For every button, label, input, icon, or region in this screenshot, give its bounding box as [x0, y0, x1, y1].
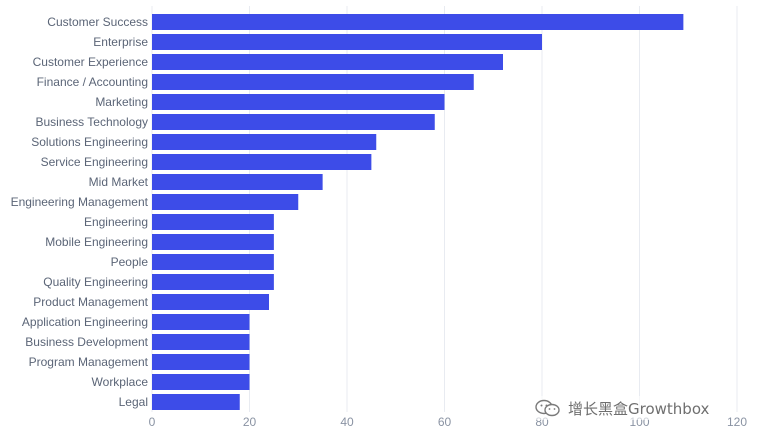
category-label: Engineering	[84, 215, 148, 229]
category-label: Service Engineering	[41, 155, 148, 169]
category-label: Mid Market	[89, 175, 149, 189]
category-label: Quality Engineering	[43, 275, 148, 289]
bar	[152, 374, 250, 390]
bar	[152, 214, 274, 230]
bar	[152, 234, 274, 250]
bar	[152, 254, 274, 270]
bar	[152, 394, 240, 410]
category-label: Business Development	[25, 335, 148, 349]
bar	[152, 74, 474, 90]
watermark: 增长黑盒Growthbox	[532, 396, 712, 420]
bar	[152, 134, 377, 150]
bar	[152, 174, 323, 190]
category-label: Application Engineering	[22, 315, 148, 329]
x-tick-label: 20	[243, 415, 257, 429]
wechat-icon	[535, 399, 560, 417]
bar	[152, 274, 274, 290]
category-label: Marketing	[95, 95, 148, 109]
category-label: Business Technology	[35, 115, 148, 129]
chart-category-labels: Customer Success Enterprise Customer Exper…	[11, 15, 149, 409]
bar	[152, 314, 250, 330]
category-label: Customer Success	[47, 15, 148, 29]
bar	[152, 354, 250, 370]
bar	[152, 294, 269, 310]
bar	[152, 94, 445, 110]
category-label: Mobile Engineering	[45, 235, 148, 249]
category-label: Solutions Engineering	[31, 135, 148, 149]
category-label: People	[111, 255, 149, 269]
bar	[152, 14, 684, 30]
category-label: Product Management	[33, 295, 148, 309]
category-label: Finance / Accounting	[37, 75, 148, 89]
bar	[152, 154, 372, 170]
bar	[152, 194, 299, 210]
category-label: Legal	[119, 395, 148, 409]
category-label: Engineering Management	[11, 195, 149, 209]
bar	[152, 334, 250, 350]
x-tick-label: 60	[438, 415, 452, 429]
bar	[152, 54, 503, 70]
x-tick-label: 120	[727, 415, 747, 429]
category-label: Workplace	[92, 375, 149, 389]
category-label: Customer Experience	[33, 55, 149, 69]
chart-gridlines	[151, 6, 738, 412]
bar	[152, 114, 435, 130]
x-tick-label: 40	[340, 415, 354, 429]
category-label: Program Management	[29, 355, 149, 369]
x-tick-label: 0	[149, 415, 156, 429]
category-label: Enterprise	[93, 35, 148, 49]
watermark-text: 增长黑盒Growthbox	[568, 399, 710, 418]
chart-bars	[152, 14, 684, 410]
bar	[152, 34, 542, 50]
